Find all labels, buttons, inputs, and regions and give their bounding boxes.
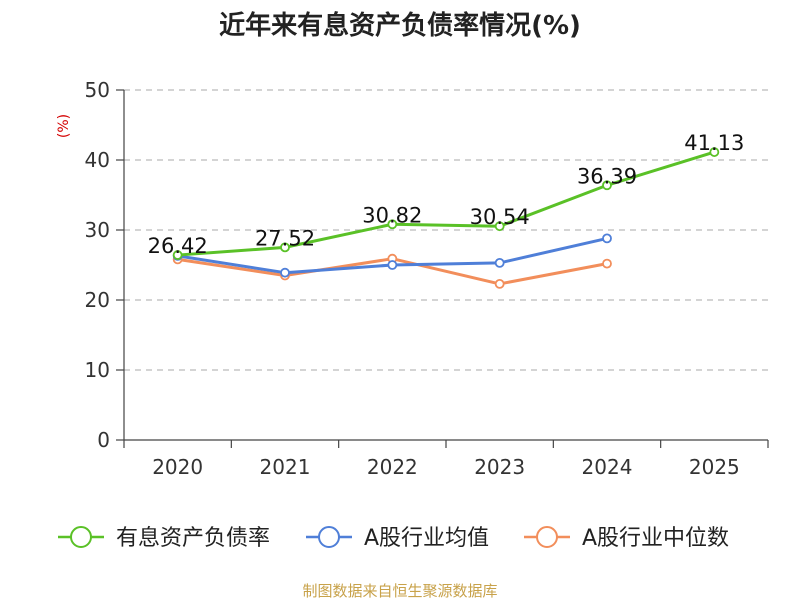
data-label: 26.42	[148, 234, 208, 258]
data-label: 41.13	[684, 131, 744, 155]
chart-title: 近年来有息资产负债率情况(%)	[219, 10, 581, 41]
data-point	[494, 257, 505, 268]
data-label: 27.52	[255, 226, 315, 250]
data-point	[387, 260, 398, 270]
data-point	[387, 219, 398, 230]
data-point	[494, 221, 505, 232]
legend-marker-icon	[70, 526, 92, 548]
source-note: 制图数据来自恒生聚源数据库	[302, 582, 497, 600]
x-tick-label: 2022	[367, 455, 418, 479]
x-tick-label: 2023	[474, 455, 525, 479]
legend-marker-icon	[536, 526, 558, 548]
legend-marker-icon	[318, 526, 340, 548]
data-point	[602, 258, 612, 269]
y-tick-label: 10	[85, 358, 110, 382]
data-labels: 26.42 27.52 30.82 30.54 36.39 41.13	[148, 131, 745, 258]
y-tick-label: 0	[97, 428, 110, 452]
axes: 0 10 20 30 40 50 2020 2021 2022 2023 2024 2025	[85, 78, 769, 479]
x-tick-label: 2024	[582, 455, 633, 479]
data-point	[280, 242, 290, 253]
data-point	[709, 147, 720, 157]
data-label: 30.54	[470, 205, 530, 229]
legend-label: A股行业均值	[364, 526, 489, 551]
legend[interactable]: 有息资产负债率 A股行业均值 A股行业中位数	[58, 526, 729, 551]
x-tick-label: 2025	[689, 455, 740, 479]
y-tick-label: 50	[85, 78, 110, 102]
series-line	[177, 150, 715, 257]
x-tick-label: 2021	[260, 455, 311, 479]
data-label: 30.82	[362, 203, 422, 227]
grid-lines	[124, 89, 768, 371]
y-axis-unit: (%)	[56, 114, 72, 138]
data-point	[602, 233, 612, 244]
data-point	[172, 250, 183, 260]
y-tick-label: 30	[85, 218, 110, 242]
legend-label: 有息资产负债率	[116, 526, 270, 551]
y-tick-label: 20	[85, 288, 110, 312]
data-point	[280, 267, 290, 278]
x-tick-label: 2020	[152, 455, 203, 479]
series-lines	[172, 147, 720, 289]
legend-label: A股行业中位数	[582, 526, 729, 551]
data-label: 36.39	[577, 164, 637, 188]
y-tick-label: 40	[85, 148, 110, 172]
data-point	[602, 180, 612, 191]
data-point	[494, 278, 505, 289]
